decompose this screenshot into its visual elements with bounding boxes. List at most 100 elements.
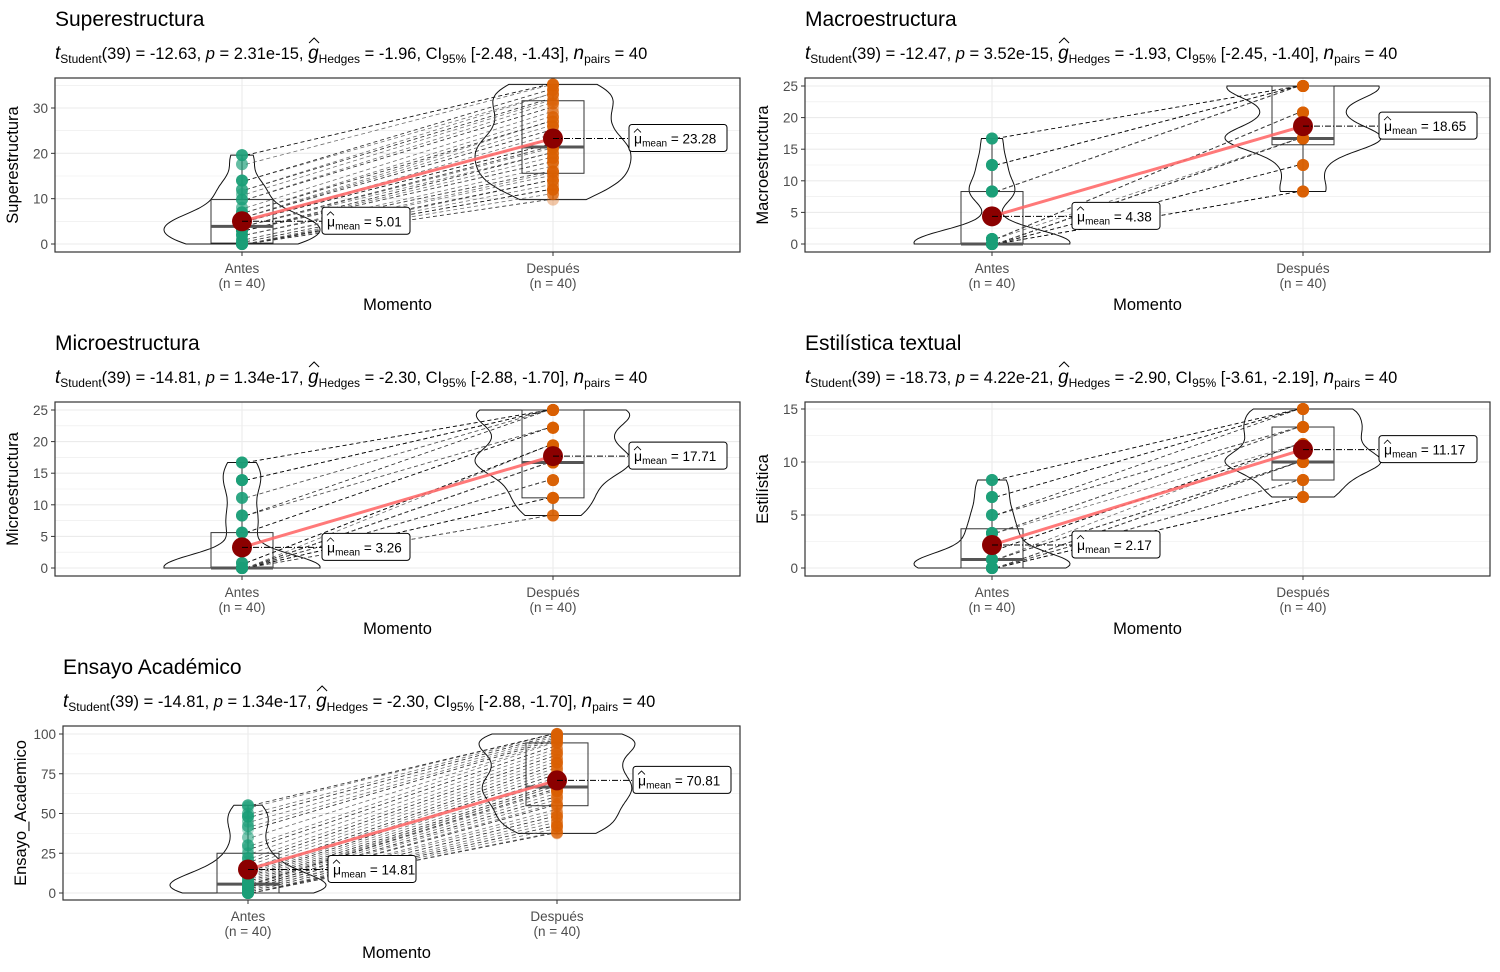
violin-antes <box>169 804 327 894</box>
paired-line <box>251 755 554 862</box>
mean-label-value: 70.81 <box>686 773 720 788</box>
mean-label-box <box>321 206 411 235</box>
hat-icon <box>1383 116 1392 121</box>
stat-n-value: 40 <box>1379 45 1397 63</box>
mean-label-sub: mean <box>642 456 667 467</box>
paired-line <box>245 515 550 569</box>
stat-n-label: n <box>581 691 592 712</box>
mean-label-box <box>1378 111 1478 140</box>
paired-line <box>995 138 1300 240</box>
mean-label-mu: μ <box>333 861 341 877</box>
paired-line <box>245 94 550 181</box>
stat-p-value: 1.34e-17 <box>242 693 307 711</box>
mean-label-value: 5.01 <box>375 214 401 229</box>
y-tick-label: 5 <box>790 508 798 523</box>
stat-n-value: 40 <box>629 369 647 387</box>
paired-line <box>995 191 1300 245</box>
paired-line <box>245 166 550 236</box>
paired-line <box>245 199 550 245</box>
data-point <box>547 404 559 416</box>
mean-connector-line <box>247 778 558 871</box>
y-axis-title: Microestructura <box>4 431 22 546</box>
paired-line <box>251 809 554 891</box>
x-tick-label: Antes <box>231 909 266 924</box>
stat-p-label: p <box>205 45 215 63</box>
paired-line <box>995 85 1300 166</box>
data-point <box>1297 421 1309 434</box>
panel-border <box>804 77 1491 253</box>
mean-label: μmean = 17.71 <box>634 448 716 467</box>
stat-t-label: t <box>55 367 61 388</box>
paired-line <box>251 781 554 880</box>
paired-line <box>245 152 550 231</box>
x-tick-label: Antes <box>225 585 260 600</box>
x-tick-label: Antes <box>975 261 1010 276</box>
stat-g-value: -1.93 <box>1129 45 1167 63</box>
mean-label-value: 11.17 <box>1432 443 1465 458</box>
data-point <box>986 509 998 521</box>
stat-t-value: -12.63 <box>150 45 197 63</box>
x-tick-label: Después <box>526 261 580 276</box>
panel-title: Ensayo Académico <box>63 656 242 679</box>
stat-g-sub: Hedges <box>319 52 360 66</box>
data-point <box>547 165 559 178</box>
stat-t-sub: Student <box>60 376 102 390</box>
violin-después <box>1224 408 1382 498</box>
mean-label-box <box>628 441 728 470</box>
y-tick-label: 75 <box>41 767 56 782</box>
x-tick-n-label: (n = 40) <box>969 276 1016 291</box>
paired-line <box>251 813 554 891</box>
paired-line <box>995 443 1300 534</box>
paired-line <box>251 771 554 875</box>
paired-line <box>251 786 554 884</box>
stat-n-sub: pairs <box>592 700 618 714</box>
hat-icon <box>1383 439 1392 444</box>
data-point <box>236 183 248 196</box>
y-tick-label: 15 <box>33 466 48 481</box>
y-tick-label: 0 <box>790 561 798 576</box>
mean-label-sub: mean <box>1085 216 1110 227</box>
stat-n-value: 40 <box>1379 369 1397 387</box>
data-point <box>986 132 998 145</box>
mean-label-box <box>321 532 411 561</box>
paired-line <box>251 735 554 818</box>
mean-label-box <box>628 123 728 152</box>
stat-g-value: -2.90 <box>1129 369 1167 387</box>
paired-line <box>251 741 554 838</box>
data-point <box>986 509 998 521</box>
paired-line <box>995 426 1300 534</box>
x-axis-title: Momento <box>1113 620 1182 638</box>
y-tick-label: 0 <box>40 561 48 576</box>
mean-label-sub: mean <box>646 780 671 791</box>
stat-p-value: 1.34e-17 <box>234 369 299 387</box>
stat-g-label: g <box>316 691 327 712</box>
mean-label-sub: mean <box>642 138 667 149</box>
paired-line <box>995 408 1300 516</box>
y-tick-label: 20 <box>33 146 48 161</box>
paired-line <box>245 100 550 195</box>
x-tick-n-label: (n = 40) <box>1280 600 1327 615</box>
hat-icon <box>316 685 328 692</box>
stat-p-value: 2.31e-15 <box>234 45 299 63</box>
paired-line <box>251 832 554 894</box>
paired-lines <box>251 733 554 894</box>
data-point <box>236 158 248 171</box>
mean-label-value: 17.71 <box>682 449 716 464</box>
paired-line <box>995 408 1300 498</box>
hat-icon <box>1058 37 1070 44</box>
data-point <box>986 159 998 171</box>
stat-t-sub: Student <box>60 52 102 66</box>
x-tick-n-label: (n = 40) <box>969 600 1016 615</box>
hat-icon <box>326 211 335 216</box>
stat-ci-label: CI <box>426 45 443 63</box>
panel-title: Microestructura <box>55 332 200 355</box>
stat-t-sub: Student <box>68 700 110 714</box>
mean-connector-line <box>241 137 554 223</box>
data-point <box>986 474 998 487</box>
paired-line <box>251 736 554 822</box>
data-point <box>986 562 998 574</box>
paired-line <box>245 427 550 533</box>
y-tick-label: 15 <box>783 402 798 417</box>
paired-line <box>995 408 1300 481</box>
paired-line <box>245 157 550 231</box>
